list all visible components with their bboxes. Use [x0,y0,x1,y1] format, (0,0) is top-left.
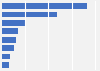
Bar [2,3,87,9]
Bar [2,54,10,59]
Bar [2,37,16,43]
Bar [2,28,18,34]
Bar [2,12,56,17]
Bar [2,62,9,68]
Bar [2,45,14,51]
Bar [2,20,25,26]
